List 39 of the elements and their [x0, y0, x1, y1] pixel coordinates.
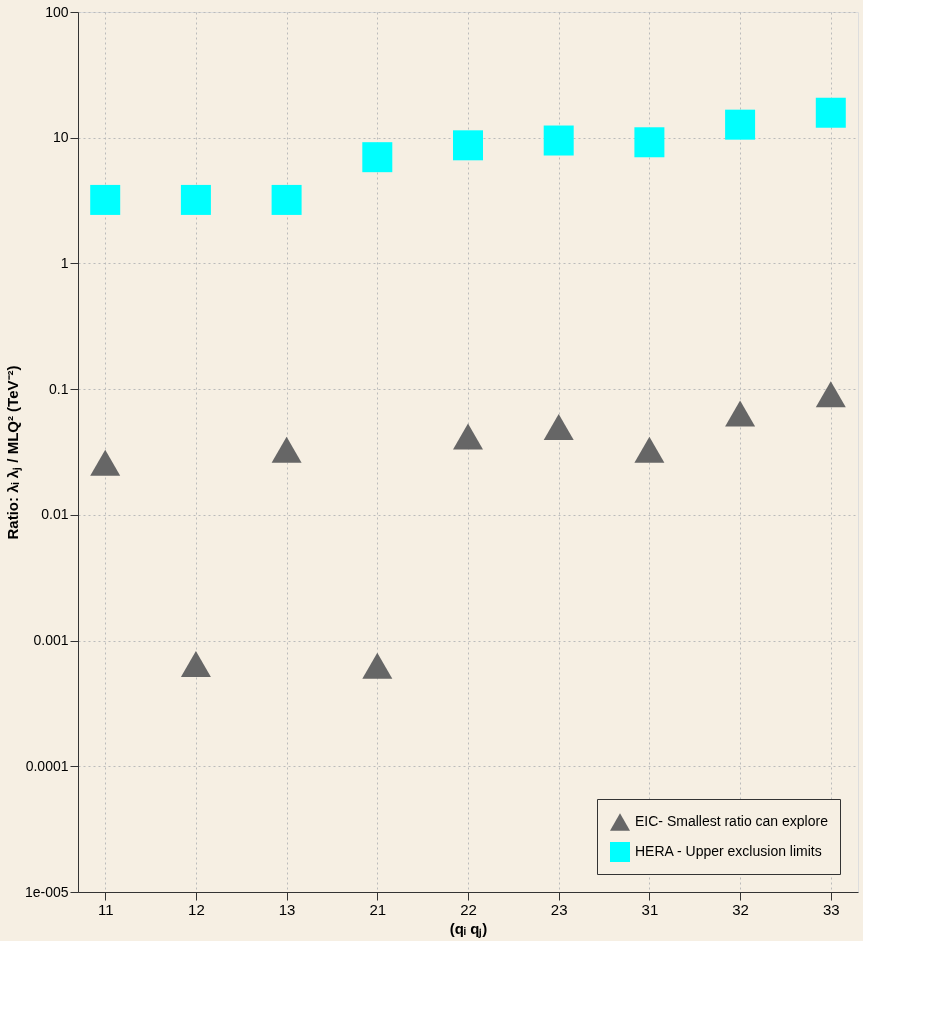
point [362, 652, 393, 679]
point [543, 414, 574, 440]
x-tick-label: 22 [460, 900, 477, 918]
y-tick-label: 0.1 [49, 380, 69, 397]
legend-label: EIC- Smallest ratio can explore [635, 813, 829, 829]
point [815, 381, 846, 408]
point [725, 400, 756, 427]
point [90, 449, 121, 476]
point [362, 142, 393, 173]
y-tick-label: 10 [52, 129, 69, 146]
y-tick-label: 0.001 [33, 632, 69, 649]
point [453, 130, 483, 161]
x-tick-label: 23 [550, 900, 568, 918]
x-tick-label: 11 [97, 900, 114, 918]
point [180, 184, 211, 215]
legend-label: HERA - Upper exclusion limits [635, 843, 822, 859]
y-tick-label: 1e-005 [24, 883, 69, 900]
y-tick-label: 100 [45, 3, 69, 20]
point [453, 423, 483, 450]
point [634, 127, 665, 158]
x-tick-label: 21 [369, 900, 387, 918]
point [543, 125, 574, 156]
x-tick-label: 13 [278, 900, 296, 918]
y-tick-label: 0.01 [41, 506, 69, 523]
x-tick-label: 32 [732, 900, 749, 918]
point [90, 184, 121, 215]
x-axis-title: (qᵢ qⱼ) [449, 919, 488, 938]
y-axis-title: Ratio: λᵢ λⱼ / MLQ² (TeV⁻²) [3, 365, 22, 540]
x-tick-label: 31 [641, 900, 659, 918]
point [725, 109, 756, 140]
point [271, 436, 302, 463]
point [815, 97, 846, 128]
point [180, 651, 211, 678]
y-tick-label: 0.0001 [25, 757, 69, 774]
x-tick-label: 33 [822, 900, 840, 918]
x-tick-label: 12 [188, 900, 205, 918]
point [634, 436, 665, 463]
y-tick-label: 1 [60, 254, 69, 271]
point [271, 184, 302, 215]
